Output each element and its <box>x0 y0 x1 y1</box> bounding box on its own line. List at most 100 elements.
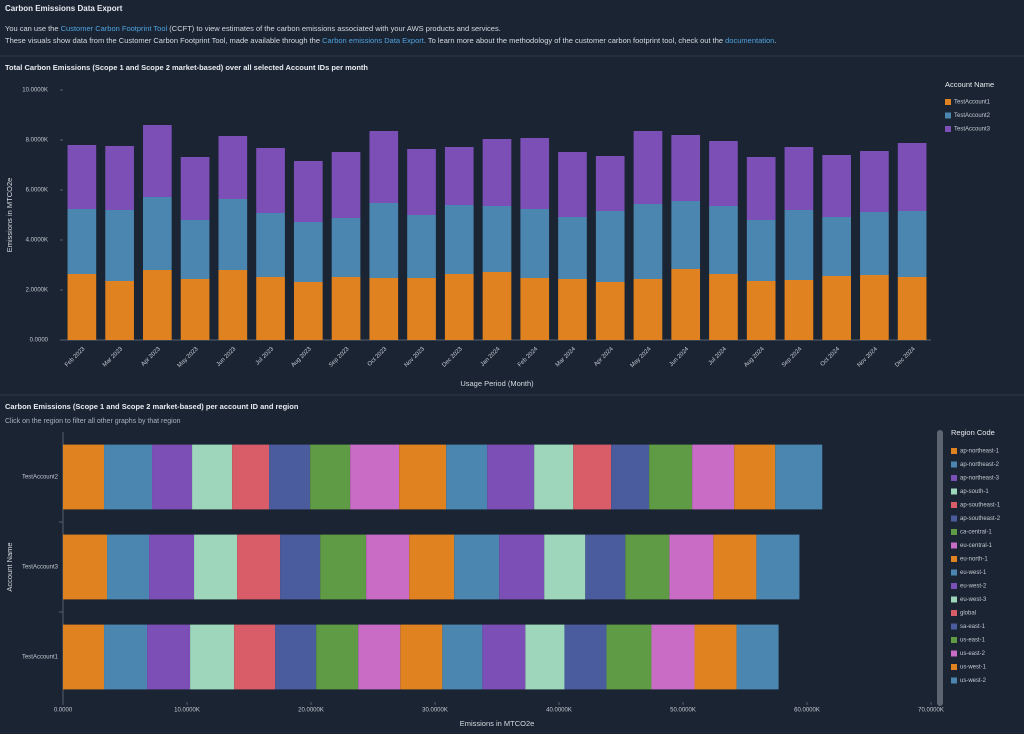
bar-segment[interactable] <box>293 282 323 340</box>
bar-segment[interactable] <box>558 217 587 279</box>
bar-segment[interactable] <box>444 147 474 205</box>
bar-segment[interactable] <box>734 444 776 510</box>
bar-segment[interactable] <box>746 157 776 220</box>
bar-segment[interactable] <box>105 146 134 210</box>
legend-label[interactable]: us-west-2 <box>960 678 987 684</box>
bar-segment[interactable] <box>232 444 270 510</box>
bar-segment[interactable] <box>180 279 210 340</box>
link[interactable]: documentation <box>725 36 775 45</box>
legend-label[interactable]: ca-central-1 <box>960 530 992 536</box>
bar-segment[interactable] <box>316 624 359 690</box>
bar-segment[interactable] <box>487 444 535 510</box>
bar-segment[interactable] <box>104 444 153 510</box>
bar-segment[interactable] <box>218 270 248 340</box>
bar-segment[interactable] <box>444 205 474 274</box>
bar-segment[interactable] <box>482 139 512 206</box>
bar-segment[interactable] <box>143 125 172 197</box>
bar-segment[interactable] <box>444 274 474 340</box>
bar-segment[interactable] <box>482 272 512 340</box>
bar-segment[interactable] <box>671 135 701 201</box>
bar-segment[interactable] <box>407 215 436 278</box>
bar-segment[interactable] <box>482 206 512 272</box>
bar-segment[interactable] <box>442 624 483 690</box>
bar-segment[interactable] <box>149 534 195 600</box>
bar-segment[interactable] <box>692 444 735 510</box>
bar-segment[interactable] <box>499 534 545 600</box>
bar-segment[interactable] <box>784 210 814 280</box>
bar-segment[interactable] <box>366 534 410 600</box>
bar-segment[interactable] <box>860 212 889 275</box>
bar-segment[interactable] <box>897 211 927 277</box>
bar-segment[interactable] <box>709 206 738 274</box>
bar-segment[interactable] <box>399 444 447 510</box>
bar-segment[interactable] <box>784 147 814 210</box>
link[interactable]: Customer Carbon Footprint Tool <box>60 24 168 33</box>
bar-segment[interactable] <box>237 534 281 600</box>
legend-label[interactable]: ap-southeast-1 <box>960 503 1001 509</box>
legend-label[interactable]: us-west-1 <box>960 665 987 671</box>
bar-segment[interactable] <box>280 534 321 600</box>
bar-segment[interactable] <box>585 534 626 600</box>
bar-segment[interactable] <box>897 277 927 340</box>
legend-label[interactable]: TestAccount1 <box>954 100 991 106</box>
bar-segment[interactable] <box>293 161 323 222</box>
bar-segment[interactable] <box>694 624 737 690</box>
legend-label[interactable]: ap-south-1 <box>960 489 989 495</box>
bar-segment[interactable] <box>180 220 210 279</box>
bar-segment[interactable] <box>67 274 97 340</box>
legend-label[interactable]: eu-central-1 <box>960 543 993 549</box>
bar-segment[interactable] <box>218 136 248 199</box>
bar-segment[interactable] <box>143 270 172 340</box>
bar-segment[interactable] <box>633 204 663 279</box>
link[interactable]: Carbon emissions Data Export <box>322 36 424 45</box>
bar-segment[interactable] <box>520 209 550 278</box>
legend-label[interactable]: ap-southeast-2 <box>960 516 1001 522</box>
bar-segment[interactable] <box>331 152 361 218</box>
bar-segment[interactable] <box>369 131 399 203</box>
bar-segment[interactable] <box>63 624 105 690</box>
bar-segment[interactable] <box>269 444 311 510</box>
bar-segment[interactable] <box>822 276 851 340</box>
bar-segment[interactable] <box>784 280 814 340</box>
bar-segment[interactable] <box>625 534 670 600</box>
bar-segment[interactable] <box>822 217 851 276</box>
legend-label[interactable]: global <box>960 611 976 617</box>
bar-segment[interactable] <box>180 157 210 220</box>
bar-segment[interactable] <box>756 534 800 600</box>
legend-label[interactable]: eu-west-1 <box>960 570 987 576</box>
bar-segment[interactable] <box>482 624 526 690</box>
bar-segment[interactable] <box>143 197 172 270</box>
bar-segment[interactable] <box>194 534 238 600</box>
bar-segment[interactable] <box>633 279 663 340</box>
bar-segment[interactable] <box>407 149 436 215</box>
bar-segment[interactable] <box>544 534 586 600</box>
bar-segment[interactable] <box>275 624 317 690</box>
bar-segment[interactable] <box>107 534 150 600</box>
bar-segment[interactable] <box>558 279 587 340</box>
bar-segment[interactable] <box>669 534 714 600</box>
bar-segment[interactable] <box>651 624 695 690</box>
bar-segment[interactable] <box>775 444 823 510</box>
bar-segment[interactable] <box>713 534 757 600</box>
bar-segment[interactable] <box>746 220 776 281</box>
bar-segment[interactable] <box>67 145 97 209</box>
legend-label[interactable]: sa-east-1 <box>960 624 986 630</box>
legend-label[interactable]: ap-northeast-2 <box>960 462 1000 468</box>
bar-segment[interactable] <box>446 444 488 510</box>
bar-segment[interactable] <box>331 277 361 340</box>
bar-segment[interactable] <box>595 211 625 282</box>
bar-segment[interactable] <box>369 203 399 278</box>
scrollbar[interactable] <box>937 430 943 706</box>
bar-segment[interactable] <box>860 151 889 212</box>
bar-segment[interactable] <box>409 534 455 600</box>
bar-segment[interactable] <box>105 281 134 340</box>
bar-segment[interactable] <box>709 274 738 340</box>
bar-segment[interactable] <box>606 624 652 690</box>
legend-label[interactable]: us-east-1 <box>960 638 986 644</box>
bar-segment[interactable] <box>520 278 550 340</box>
bar-segment[interactable] <box>525 624 565 690</box>
legend-label[interactable]: TestAccount3 <box>954 127 991 133</box>
legend-label[interactable]: us-east-2 <box>960 651 986 657</box>
legend-label[interactable]: eu-north-1 <box>960 557 988 563</box>
bar-segment[interactable] <box>63 444 105 510</box>
